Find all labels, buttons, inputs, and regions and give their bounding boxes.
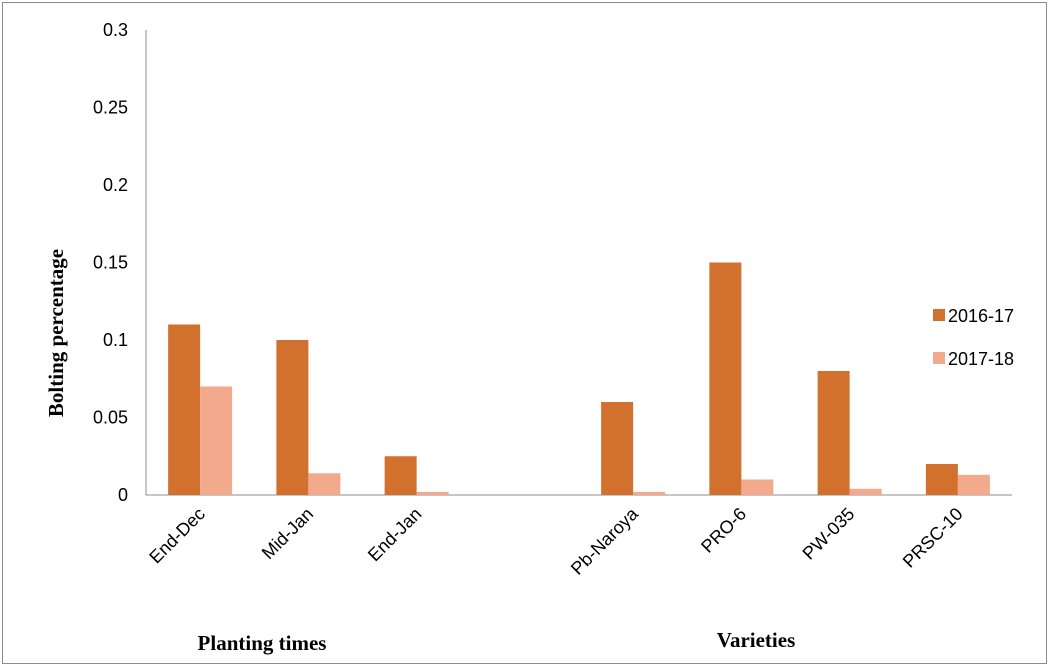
x-tick-labels: End-Dec Mid-Jan End-Jan Pb-Naroya PRO-6 PW-03… [145, 503, 966, 579]
legend-swatch-2016-17 [933, 309, 945, 321]
x-tick-label: PRSC-10 [899, 504, 967, 572]
x-tick-label: PRO-6 [697, 504, 750, 557]
x-group-label-planting-times: Planting times [198, 631, 327, 655]
bar-2017-18-Pb-Naroya [633, 491, 666, 495]
bar-2017-18-End-Jan [416, 491, 449, 495]
bar-2016-17-Mid-Jan [276, 340, 309, 495]
x-tick-label: End-Jan [364, 504, 426, 566]
bar-2016-17-PW-035 [817, 371, 850, 495]
x-tick-label: Mid-Jan [258, 504, 317, 563]
bar-2017-18-PRSC-10 [957, 474, 990, 495]
bar-2017-18-PW-035 [849, 488, 882, 495]
bar-2016-17-End-Jan [384, 456, 417, 495]
y-tick-labels: 0 0.05 0.1 0.15 0.2 0.25 0.3 [93, 20, 128, 505]
legend-swatch-2017-18 [933, 352, 945, 364]
bar-2017-18-End-Dec [200, 386, 233, 495]
x-tick-label: End-Dec [145, 504, 209, 568]
bar-2017-18-Mid-Jan [308, 473, 341, 495]
y-axis-title: Bolting percentage [44, 249, 68, 417]
y-tick-label: 0.15 [93, 253, 128, 273]
x-tick-label: Pb-Naroya [567, 503, 643, 579]
bar-2016-17-PRO-6 [709, 262, 742, 495]
x-tick-label: PW-035 [799, 504, 859, 564]
bar-2017-18-PRO-6 [741, 479, 774, 495]
bar-2016-17-End-Dec [168, 324, 201, 495]
y-tick-label: 0.2 [103, 175, 128, 195]
y-tick-label: 0.25 [93, 98, 128, 118]
bar-2016-17-PRSC-10 [925, 464, 958, 495]
legend-label-2017-18: 2017-18 [948, 349, 1014, 369]
y-tick-label: 0.1 [103, 330, 128, 350]
y-tick-label: 0 [118, 485, 128, 505]
legend-label-2016-17: 2016-17 [948, 306, 1014, 326]
legend: 2016-17 2017-18 [933, 306, 1014, 369]
bar-2016-17-Pb-Naroya [601, 402, 634, 495]
bars [168, 262, 990, 495]
x-group-label-varieties: Varieties [717, 628, 796, 652]
y-tick-label: 0.05 [93, 408, 128, 428]
y-tick-label: 0.3 [103, 20, 128, 40]
